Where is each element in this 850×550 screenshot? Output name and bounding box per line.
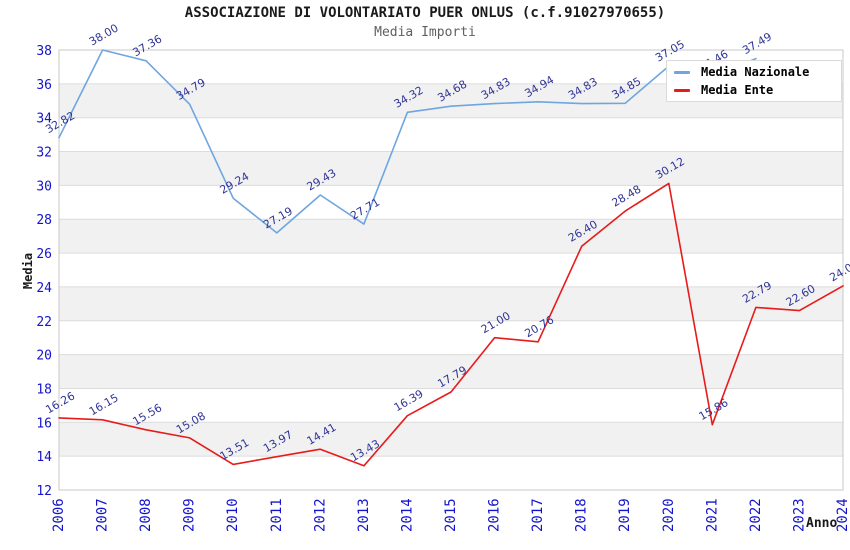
media-nazionale-value-label: 37.36: [130, 32, 164, 59]
y-tick-label: 24: [36, 281, 52, 296]
x-tick-label: 2017: [530, 498, 546, 532]
x-tick-label: 2010: [225, 498, 241, 532]
media-ente-line: [58, 182, 844, 467]
y-tick-label: 28: [36, 213, 52, 228]
y-tick-label: 20: [36, 349, 52, 364]
x-axis-title: Anno: [806, 516, 838, 531]
grid-band: [59, 354, 843, 389]
y-tick-label: 22: [36, 315, 52, 330]
media-nazionale-value-label: 38.00: [87, 21, 121, 48]
y-tick-label: 36: [36, 78, 52, 93]
media-nazionale-line: [58, 49, 757, 234]
x-tick-label: 2018: [574, 498, 590, 532]
x-tick-label: 2019: [617, 498, 633, 532]
y-tick-label: 18: [36, 382, 52, 397]
y-tick-label: 26: [36, 247, 52, 262]
x-tick-label: 2011: [269, 498, 285, 532]
y-tick-label: 30: [36, 179, 52, 194]
y-tick-label: 38: [36, 44, 52, 59]
x-tick-label: 2021: [704, 498, 720, 532]
chart-title: ASSOCIAZIONE DI VOLONTARIATO PUER ONLUS …: [184, 5, 666, 21]
x-tick-label: 2009: [182, 498, 198, 532]
x-tick-label: 2012: [312, 498, 328, 532]
media-nazionale-line-swatch-icon: [674, 70, 690, 74]
y-tick-label: 32: [36, 146, 52, 161]
y-tick-label: 34: [36, 112, 52, 127]
x-tick-label: 2008: [138, 498, 154, 532]
x-tick-label: 2024: [835, 498, 850, 532]
plot-border: [58, 49, 844, 491]
legend-item-media-ente: Media Ente: [667, 83, 841, 97]
y-tick-label: 12: [36, 484, 52, 499]
y-tick-label: 16: [36, 416, 52, 431]
media-ente-value-label: 28.48: [610, 183, 644, 210]
grid-band: [59, 151, 843, 186]
x-tick-label: 2007: [95, 498, 111, 532]
x-tick-label: 2022: [748, 498, 764, 532]
media-ente-line-swatch-icon: [674, 88, 690, 92]
legend-label-media-nazionale: Media Nazionale: [701, 65, 810, 79]
media-ente-value-label: 24.06: [827, 257, 850, 284]
x-tick-label: 2015: [443, 498, 459, 532]
media-nazionale-value-label: 37.49: [740, 30, 774, 57]
x-tick-label: 2013: [356, 498, 372, 532]
chart-subtitle: Media Importi: [374, 25, 476, 40]
media-nazionale-value-label: 27.71: [348, 196, 382, 223]
y-axis-title: Media: [21, 252, 35, 290]
legend-box: Media Nazionale Media Ente: [666, 60, 842, 102]
media-ente-value-label: 16.39: [392, 387, 426, 414]
x-tick-label: 2020: [661, 498, 677, 532]
x-tick-label: 2016: [487, 498, 503, 532]
grid-band: [59, 286, 843, 321]
x-tick-label: 2023: [791, 498, 807, 532]
legend-label-media-ente: Media Ente: [701, 83, 774, 97]
x-tick-label: 2014: [399, 498, 415, 532]
grid-band: [59, 422, 843, 457]
y-tick-label: 14: [36, 450, 52, 465]
x-tick-label: 2006: [51, 498, 67, 532]
media-ente-value-label: 16.15: [87, 391, 121, 418]
grid-band: [59, 219, 843, 254]
legend-item-media-nazionale: Media Nazionale: [667, 65, 841, 79]
